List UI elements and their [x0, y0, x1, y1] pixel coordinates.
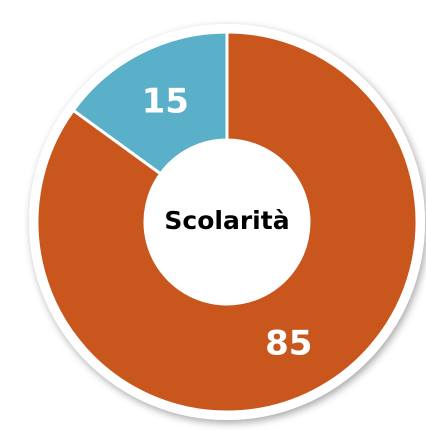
value-label: 15 [142, 81, 189, 121]
value-label: 85 [265, 324, 312, 364]
center-label: Scolarità [164, 206, 289, 235]
donut-hole [145, 140, 309, 304]
